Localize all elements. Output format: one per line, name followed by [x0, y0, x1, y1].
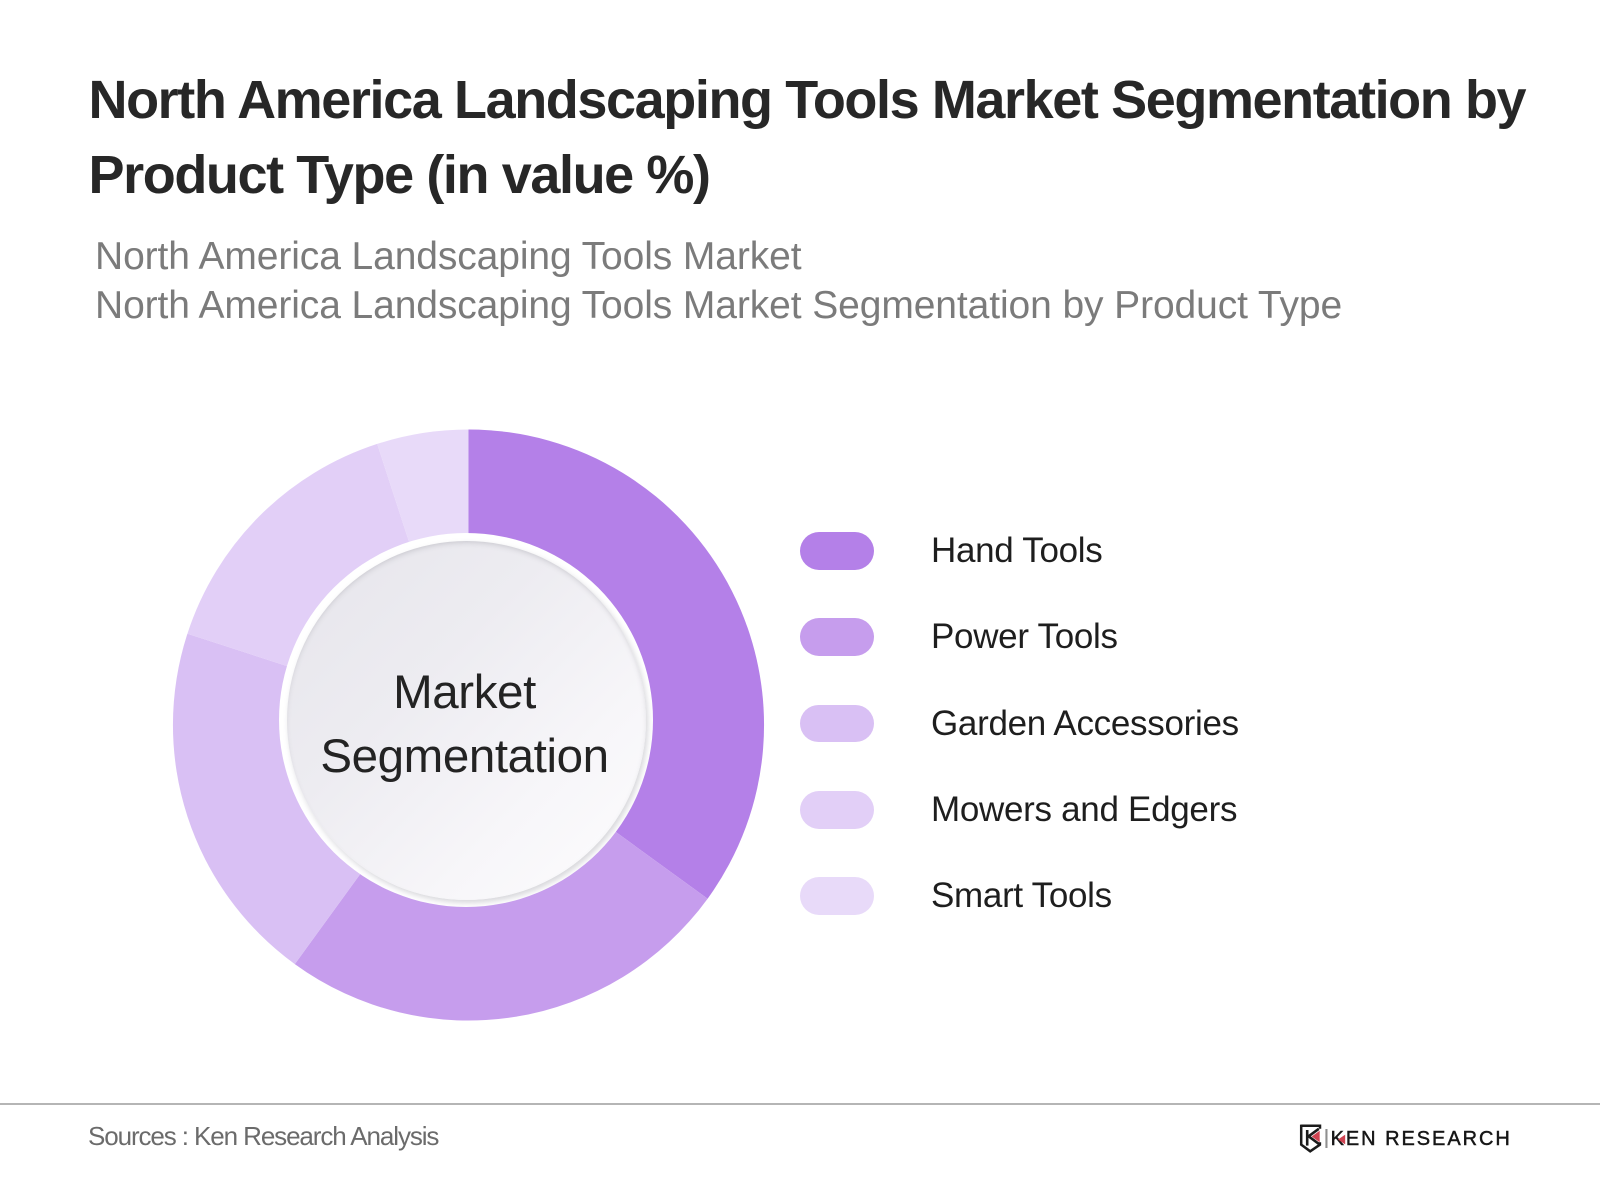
svg-text:KEN RESEARCH: KEN RESEARCH	[1331, 1128, 1512, 1150]
